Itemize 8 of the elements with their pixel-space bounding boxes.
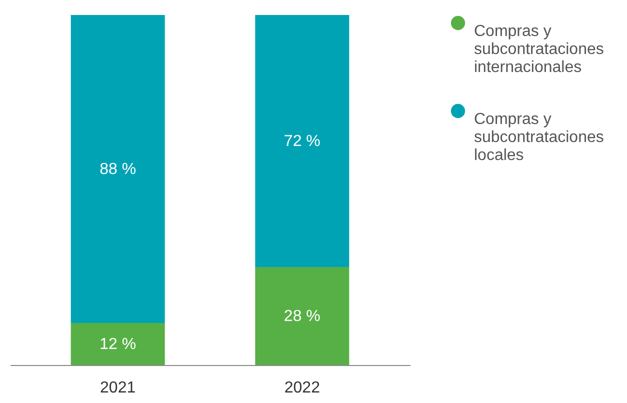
data-label: 12 % xyxy=(100,336,136,353)
legend-label: Compras y subcontrataciones internacionales xyxy=(474,23,604,76)
x-tick-label: 2021 xyxy=(100,380,136,396)
legend-label: Compras y subcontrataciones locales xyxy=(474,111,604,164)
data-label: 28 % xyxy=(284,308,320,325)
x-tick-label: 2022 xyxy=(284,380,320,396)
data-label: 88 % xyxy=(100,161,136,178)
data-label: 72 % xyxy=(284,133,320,150)
